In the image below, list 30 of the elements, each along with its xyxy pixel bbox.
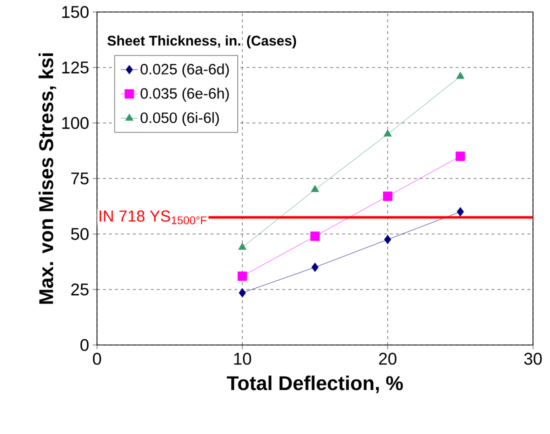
x-tick-label: 0 xyxy=(92,352,102,365)
x-tick-label: 30 xyxy=(524,352,542,365)
y-tick-label: 150 xyxy=(62,6,89,18)
point xyxy=(238,288,246,298)
x-tick-label: 20 xyxy=(379,352,396,365)
point xyxy=(384,234,392,244)
point xyxy=(456,72,464,79)
y-tick-label: 50 xyxy=(71,228,89,240)
legend-label: 0.035 (6e-6h) xyxy=(140,88,229,102)
y-axis-title: Max. von Mises Stress, ksi xyxy=(38,53,56,304)
ref-line-label: IN 718 YS$_{1500°F}$ xyxy=(100,210,207,224)
point xyxy=(238,242,246,250)
legend-label: 0.050 (6i-6l) xyxy=(140,112,219,126)
legend-label: 0.025 (6a-6d) xyxy=(140,63,229,78)
y-tick-label: 75 xyxy=(71,172,89,184)
point xyxy=(238,271,248,281)
point xyxy=(456,207,464,216)
x-tick-label: 10 xyxy=(234,352,252,365)
legend-title: Sheet Thickness, in. (Cases) xyxy=(107,35,296,48)
y-tick-label: 100 xyxy=(62,116,89,129)
point xyxy=(456,152,466,161)
point xyxy=(311,262,319,272)
point xyxy=(310,184,320,192)
point xyxy=(310,232,320,241)
y-tick-label: 125 xyxy=(62,61,89,74)
point xyxy=(384,129,392,137)
y-tick-label: 0 xyxy=(80,338,89,351)
y-tick-label: 25 xyxy=(71,283,89,296)
x-axis-title: Total Deflection, % xyxy=(226,376,403,394)
point xyxy=(382,192,392,201)
